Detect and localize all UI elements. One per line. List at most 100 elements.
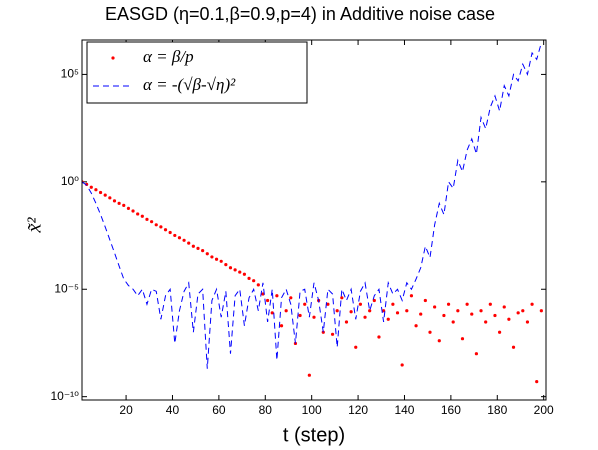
data-point: [112, 199, 117, 203]
data-point: [307, 373, 311, 377]
x-tick-label: 160: [441, 403, 461, 417]
data-point: [340, 296, 344, 300]
data-point: [419, 312, 423, 316]
data-point: [238, 270, 242, 274]
data-point: [465, 302, 469, 306]
data-point: [535, 380, 539, 384]
data-point: [386, 317, 390, 321]
data-point: [214, 257, 219, 261]
x-tick-label: 100: [302, 403, 322, 417]
data-point: [446, 302, 451, 306]
data-point: [368, 309, 372, 313]
data-point: [196, 246, 200, 250]
data-point: [530, 302, 534, 306]
data-point: [266, 298, 270, 303]
data-point: [326, 302, 330, 306]
data-point: [330, 332, 335, 336]
data-point: [428, 330, 432, 334]
data-point: [312, 315, 316, 319]
legend-label: α = β/p: [143, 47, 194, 66]
y-tick-label: 10⁻⁵: [54, 281, 79, 295]
data-point: [400, 363, 404, 367]
data-point: [173, 233, 177, 238]
y-axis-label: x̃²: [24, 217, 46, 234]
data-point: [354, 345, 358, 349]
data-point: [507, 317, 511, 321]
data-point: [358, 302, 362, 306]
data-point: [108, 196, 112, 200]
data-point: [470, 312, 474, 316]
x-tick-label: 40: [166, 403, 180, 417]
data-point: [201, 248, 205, 253]
data-point: [349, 310, 353, 314]
data-point: [252, 279, 256, 283]
data-point: [414, 324, 418, 328]
x-tick-label: 80: [259, 403, 273, 417]
data-point: [460, 337, 465, 341]
data-point: [187, 241, 191, 245]
data-point: [191, 244, 195, 248]
x-tick-label: 60: [212, 403, 226, 417]
data-point: [479, 309, 483, 313]
data-point: [103, 193, 107, 197]
data-point: [344, 320, 349, 324]
data-point: [150, 220, 154, 224]
data-point: [498, 330, 502, 334]
chart-title: EASGD (η=0.1,β=0.9,p=4) in Additive nois…: [105, 4, 495, 24]
data-point: [433, 305, 437, 309]
data-point: [539, 309, 543, 313]
data-point: [219, 259, 223, 263]
data-point: [94, 188, 98, 192]
data-point: [516, 311, 520, 315]
data-point: [131, 209, 135, 213]
data-point: [98, 190, 103, 195]
data-point: [502, 305, 506, 309]
data-point: [405, 309, 409, 313]
data-point: [233, 268, 237, 272]
data-point: [270, 311, 274, 315]
data-point: [484, 320, 488, 324]
x-tick-label: 180: [487, 403, 507, 417]
x-tick-label: 120: [348, 403, 368, 417]
data-point: [159, 225, 163, 229]
data-point: [168, 230, 172, 235]
data-point: [210, 255, 214, 259]
data-point: [247, 276, 251, 281]
data-point: [224, 263, 228, 267]
data-point: [395, 311, 400, 315]
data-point: [521, 309, 525, 313]
data-point: [409, 294, 414, 298]
data-point: [335, 309, 339, 313]
legend-label: α = -(√β-√η)²: [143, 75, 236, 94]
data-point: [437, 339, 441, 343]
data-point: [256, 283, 260, 287]
data-point: [117, 201, 121, 205]
data-point: [391, 302, 395, 306]
y-tick-label: 10⁵: [61, 67, 79, 81]
data-point: [363, 315, 367, 319]
y-tick-label: 10⁰: [61, 174, 79, 188]
data-point: [377, 335, 381, 339]
data-point: [205, 252, 209, 256]
data-point: [122, 203, 126, 208]
legend-swatch: [111, 56, 115, 60]
data-point: [136, 212, 140, 216]
data-point: [298, 313, 302, 318]
data-point: [140, 214, 144, 218]
data-point: [284, 309, 288, 313]
data-point: [228, 266, 233, 270]
x-tick-label: 140: [394, 403, 414, 417]
data-point: [525, 320, 530, 324]
data-point: [442, 313, 446, 318]
data-point: [126, 206, 130, 211]
data-point: [242, 272, 246, 276]
data-point: [145, 217, 149, 221]
data-point: [177, 236, 182, 240]
data-point: [456, 309, 460, 313]
y-tick-label: 10⁻¹⁰: [51, 389, 80, 403]
data-point: [289, 296, 293, 300]
data-point: [279, 324, 284, 328]
data-point: [303, 302, 307, 306]
